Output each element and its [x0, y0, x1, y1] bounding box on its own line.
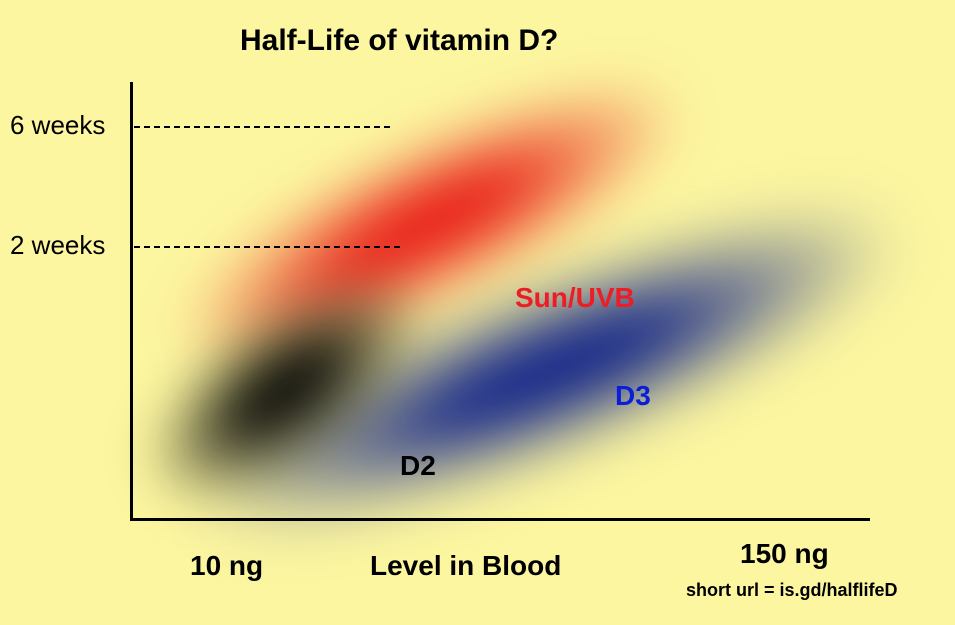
series-label-d3: D3 — [615, 380, 651, 412]
series-label-d2: D2 — [400, 450, 436, 482]
x-tick-label-10ng: 10 ng — [190, 550, 263, 582]
chart-title: Half-Life of vitamin D? — [240, 24, 558, 58]
y-tick-label-6weeks: 6 weeks — [10, 110, 105, 141]
x-axis-label: Level in Blood — [370, 550, 561, 582]
chart-canvas: Half-Life of vitamin D? 6 weeks 2 weeks … — [0, 0, 955, 625]
footer-url: short url = is.gd/halflifeD — [686, 580, 898, 601]
x-tick-label-150ng: 150 ng — [740, 538, 829, 570]
series-label-sun-uvb: Sun/UVB — [515, 282, 635, 314]
ref-line-6weeks — [134, 126, 390, 128]
y-axis — [130, 82, 133, 518]
y-tick-label-2weeks: 2 weeks — [10, 230, 105, 261]
